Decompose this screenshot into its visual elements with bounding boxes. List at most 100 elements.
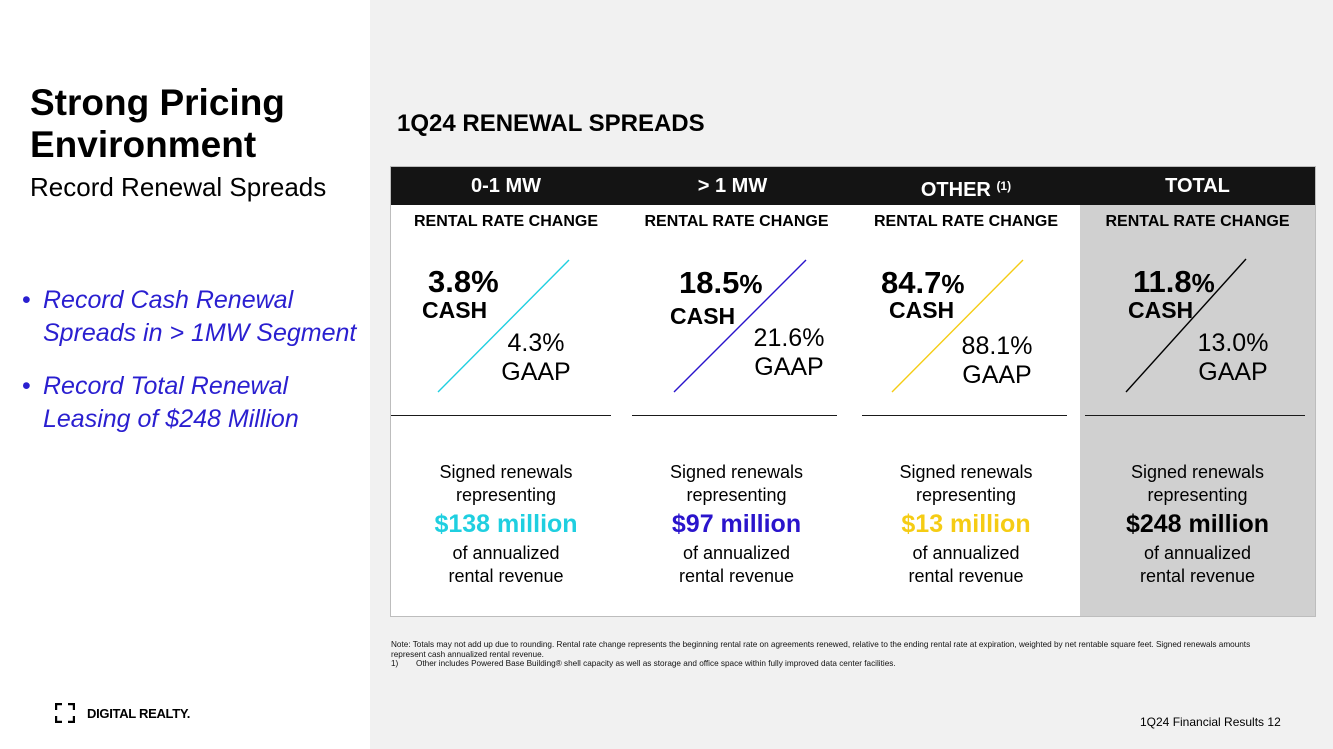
logo-text: DIGITAL REALTY. xyxy=(87,705,191,721)
bullet-dot-icon: • xyxy=(22,286,31,314)
slide-title: Strong Pricing Environment xyxy=(30,82,285,165)
gaap-value: 21.6% xyxy=(753,324,825,352)
slide-subtitle: Record Renewal Spreads xyxy=(30,172,327,202)
company-logo: DIGITAL REALTY. xyxy=(54,702,191,724)
gaap-label: GAAP xyxy=(1198,358,1268,386)
rate-divider-slash xyxy=(437,259,570,393)
section-divider xyxy=(391,415,611,416)
section-divider xyxy=(1085,415,1305,416)
signed-renewals-text: Signed renewals representing $248 millio… xyxy=(1080,461,1315,588)
renewal-amount: $138 million xyxy=(434,510,578,538)
tail-line: of annualized xyxy=(1143,543,1252,563)
cash-label: CASH xyxy=(422,297,488,323)
gaap-value: 13.0% xyxy=(1197,329,1269,357)
rate-divider-slash xyxy=(891,259,1024,393)
signed-line: representing xyxy=(1147,485,1248,505)
signed-renewals-text: Signed renewals representing $97 million… xyxy=(621,461,852,588)
left-panel xyxy=(0,0,370,749)
cash-value: 11.8% xyxy=(1133,264,1215,300)
gaap-label: GAAP xyxy=(754,353,824,381)
bullet-item: • Record Cash Renewal Spreads in > 1MW S… xyxy=(22,284,362,350)
cash-percent-sign: % xyxy=(1191,268,1215,298)
column-header: OTHER (1) xyxy=(852,167,1080,205)
gaap-value-block: 4.3% GAAP xyxy=(491,329,581,387)
gaap-value-block: 88.1% GAAP xyxy=(952,332,1042,390)
renewal-spreads-table: 0-1 MW > 1 MW OTHER (1) TOTAL RENTAL RAT… xyxy=(390,166,1316,617)
footnotes: Note: Totals may not add up due to round… xyxy=(391,640,1281,669)
column-0-1-mw: RENTAL RATE CHANGE 3.8% CASH 4.3% GAAP S… xyxy=(391,205,621,616)
cash-value: 84.7% xyxy=(881,265,964,301)
section-divider xyxy=(632,415,837,416)
bullet-item: • Record Total Renewal Leasing of $248 M… xyxy=(22,370,362,436)
cash-number: 84.7 xyxy=(881,265,942,300)
cash-percent-sign: % xyxy=(941,269,965,299)
gaap-value: 4.3% xyxy=(507,329,565,357)
total-column-background xyxy=(1080,205,1315,616)
bullet-list: • Record Cash Renewal Spreads in > 1MW S… xyxy=(22,284,362,456)
column-header-footnote: (1) xyxy=(996,179,1012,193)
signed-line: representing xyxy=(686,485,787,505)
tail-line: rental revenue xyxy=(448,566,564,586)
tail-line: of annualized xyxy=(912,543,1020,563)
tail-line: rental revenue xyxy=(678,566,795,586)
signed-line: Signed renewals xyxy=(439,462,573,482)
signed-line: representing xyxy=(455,485,557,505)
gaap-label: GAAP xyxy=(962,361,1032,389)
cash-number: 3.8 xyxy=(428,264,472,299)
bullet-text: Record Total Renewal Leasing of $248 Mil… xyxy=(43,372,299,433)
cash-percent-sign: % xyxy=(739,269,763,299)
slash-line xyxy=(673,259,807,393)
column-header: TOTAL xyxy=(1080,167,1315,205)
cash-label: CASH xyxy=(1128,297,1194,323)
footnote-number: 1) xyxy=(391,659,399,668)
signed-renewals-text: Signed renewals representing $138 millio… xyxy=(391,461,621,588)
signed-line: Signed renewals xyxy=(1130,462,1265,482)
gaap-value-block: 13.0% GAAP xyxy=(1188,329,1278,387)
signed-line: representing xyxy=(915,485,1017,505)
cash-number: 18.5 xyxy=(679,265,740,300)
column-header-text: TOTAL xyxy=(1165,175,1230,197)
column-header-text: OTHER xyxy=(920,179,991,201)
section-title: 1Q24 RENEWAL SPREADS xyxy=(397,110,705,137)
tail-line: rental revenue xyxy=(908,566,1024,586)
footnote-text: Other includes Powered Base Building® sh… xyxy=(416,659,896,668)
footnote-row: 1) Other includes Powered Base Building®… xyxy=(391,659,1281,669)
table-header-bar xyxy=(391,167,1315,205)
gaap-value: 88.1% xyxy=(961,332,1033,360)
cash-number: 11.8 xyxy=(1133,264,1192,299)
rate-divider-slash xyxy=(1125,258,1247,393)
bullet-dot-icon: • xyxy=(22,372,31,400)
slash-line xyxy=(437,259,570,393)
page-footer: 1Q24 Financial Results 12 xyxy=(1140,715,1281,729)
column-header-text: > 1 MW xyxy=(697,175,768,197)
rate-change-label: RENTAL RATE CHANGE xyxy=(644,213,829,230)
renewal-amount: $248 million xyxy=(1125,510,1270,538)
tail-line: rental revenue xyxy=(1139,566,1256,586)
column-over-1-mw: RENTAL RATE CHANGE 18.5% CASH 21.6% GAAP… xyxy=(621,205,852,616)
tail-line: of annualized xyxy=(682,543,791,563)
column-other: RENTAL RATE CHANGE 84.7% CASH 88.1% GAAP… xyxy=(852,205,1080,616)
cash-label: CASH xyxy=(670,303,736,329)
bullet-text: Record Cash Renewal Spreads in > 1MW Seg… xyxy=(43,286,357,347)
renewal-amount: $97 million xyxy=(671,510,802,538)
cash-value: 3.8% xyxy=(428,264,499,300)
column-header: > 1 MW xyxy=(621,167,844,205)
renewal-amount: $13 million xyxy=(901,510,1031,538)
note-text: Note: Totals may not add up due to round… xyxy=(391,640,1251,659)
slash-line xyxy=(891,259,1024,393)
rate-change-label: RENTAL RATE CHANGE xyxy=(414,213,598,230)
rate-change-label: RENTAL RATE CHANGE xyxy=(874,213,1058,230)
gaap-label: GAAP xyxy=(501,358,571,386)
cash-value: 18.5% xyxy=(679,265,762,301)
rate-change-label: RENTAL RATE CHANGE xyxy=(1105,213,1290,230)
gaap-value-block: 21.6% GAAP xyxy=(749,324,829,382)
cash-label: CASH xyxy=(889,297,955,323)
tail-line: of annualized xyxy=(452,543,560,563)
section-divider xyxy=(862,415,1067,416)
signed-line: Signed renewals xyxy=(669,462,804,482)
slash-line xyxy=(1125,258,1247,393)
column-header-text: 0-1 MW xyxy=(471,175,541,197)
cash-percent-sign: % xyxy=(471,264,499,299)
bracket-logo-icon xyxy=(54,702,76,724)
signed-renewals-text: Signed renewals representing $13 million… xyxy=(852,461,1080,588)
